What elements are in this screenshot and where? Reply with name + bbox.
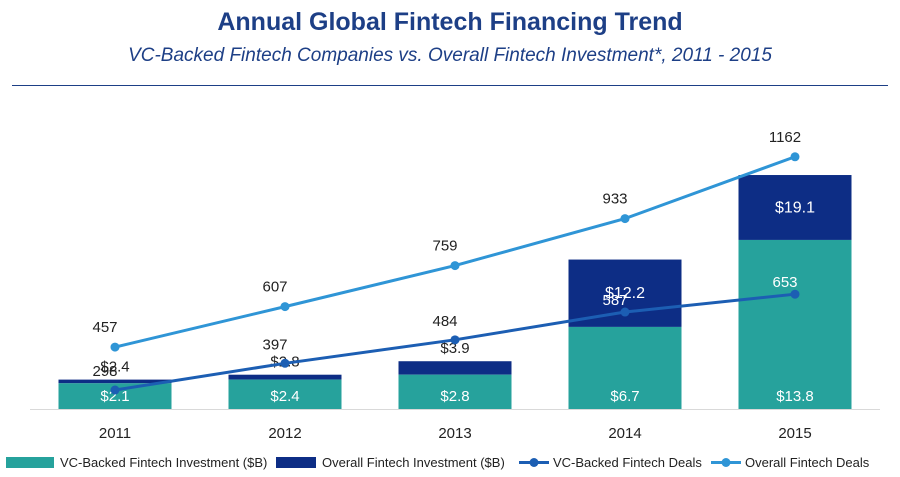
legend-vc-investment-label: VC-Backed Fintech Investment ($B) xyxy=(60,455,267,470)
vc-deals-label: 587 xyxy=(602,292,627,309)
legend-overall-investment-label: Overall Fintech Investment ($B) xyxy=(322,455,505,470)
legend-vc-investment-swatch xyxy=(6,457,54,468)
vc-deals-point xyxy=(620,307,630,317)
x-tick-label: 2015 xyxy=(778,425,811,442)
vc-deals-label: 484 xyxy=(432,313,457,330)
vc-investment-bar xyxy=(228,379,342,409)
title-divider xyxy=(12,85,888,86)
legend-vc-deals-label: VC-Backed Fintech Deals xyxy=(553,455,702,470)
legend-overall-deals-marker xyxy=(721,458,731,467)
vc-investment-label: $6.7 xyxy=(610,388,639,405)
overall-investment-bar xyxy=(58,379,172,384)
vc-investment-bar xyxy=(568,326,682,409)
vc-investment-bar xyxy=(398,374,512,409)
legend-vc-deals-marker xyxy=(529,458,539,467)
legend-overall-deals-label: Overall Fintech Deals xyxy=(745,455,870,470)
overall-deals-point xyxy=(790,152,800,162)
overall-deals-point xyxy=(280,302,290,312)
vc-deals-point xyxy=(280,358,290,368)
vc-investment-label: $13.8 xyxy=(776,388,814,405)
overall-deals-label: 1162 xyxy=(769,129,801,146)
vc-deals-label: 653 xyxy=(772,274,797,291)
overall-investment-label: $19.1 xyxy=(775,199,815,216)
x-tick-label: 2014 xyxy=(608,425,641,442)
vc-deals-point xyxy=(450,335,460,345)
overall-deals-label: 933 xyxy=(602,191,627,208)
vc-deals-label: 298 xyxy=(92,363,117,380)
legend-overall-investment-swatch xyxy=(276,457,316,468)
vc-investment-label: $2.4 xyxy=(270,388,299,405)
vc-deals-point xyxy=(110,385,120,395)
x-tick-label: 2012 xyxy=(268,425,301,442)
overall-investment-bar xyxy=(228,374,342,380)
overall-investment-label: $2.4 xyxy=(100,359,129,376)
vc-investment-label: $2.1 xyxy=(100,388,129,405)
x-tick-label: 2011 xyxy=(99,425,131,442)
overall-deals-point xyxy=(110,342,120,352)
overall-investment-label: $12.2 xyxy=(605,285,645,302)
chart-subtitle: VC-Backed Fintech Companies vs. Overall … xyxy=(128,45,772,66)
overall-investment-bar xyxy=(738,175,852,240)
overall-investment-label: $3.9 xyxy=(440,340,469,357)
vc-deals-label: 397 xyxy=(262,336,287,353)
overall-deals-label: 759 xyxy=(432,238,457,255)
overall-deals-label: 457 xyxy=(92,319,117,336)
x-tick-label: 2013 xyxy=(438,425,471,442)
chart-title: Annual Global Fintech Financing Trend xyxy=(217,8,683,36)
overall-investment-bar xyxy=(398,361,512,375)
overall-deals-label: 607 xyxy=(262,279,287,296)
vc-investment-label: $2.8 xyxy=(440,388,469,405)
vc-investment-bar xyxy=(738,239,852,409)
vc-deals-point xyxy=(790,289,800,299)
overall-deals-point xyxy=(620,214,630,224)
overall-deals-point xyxy=(450,261,460,271)
